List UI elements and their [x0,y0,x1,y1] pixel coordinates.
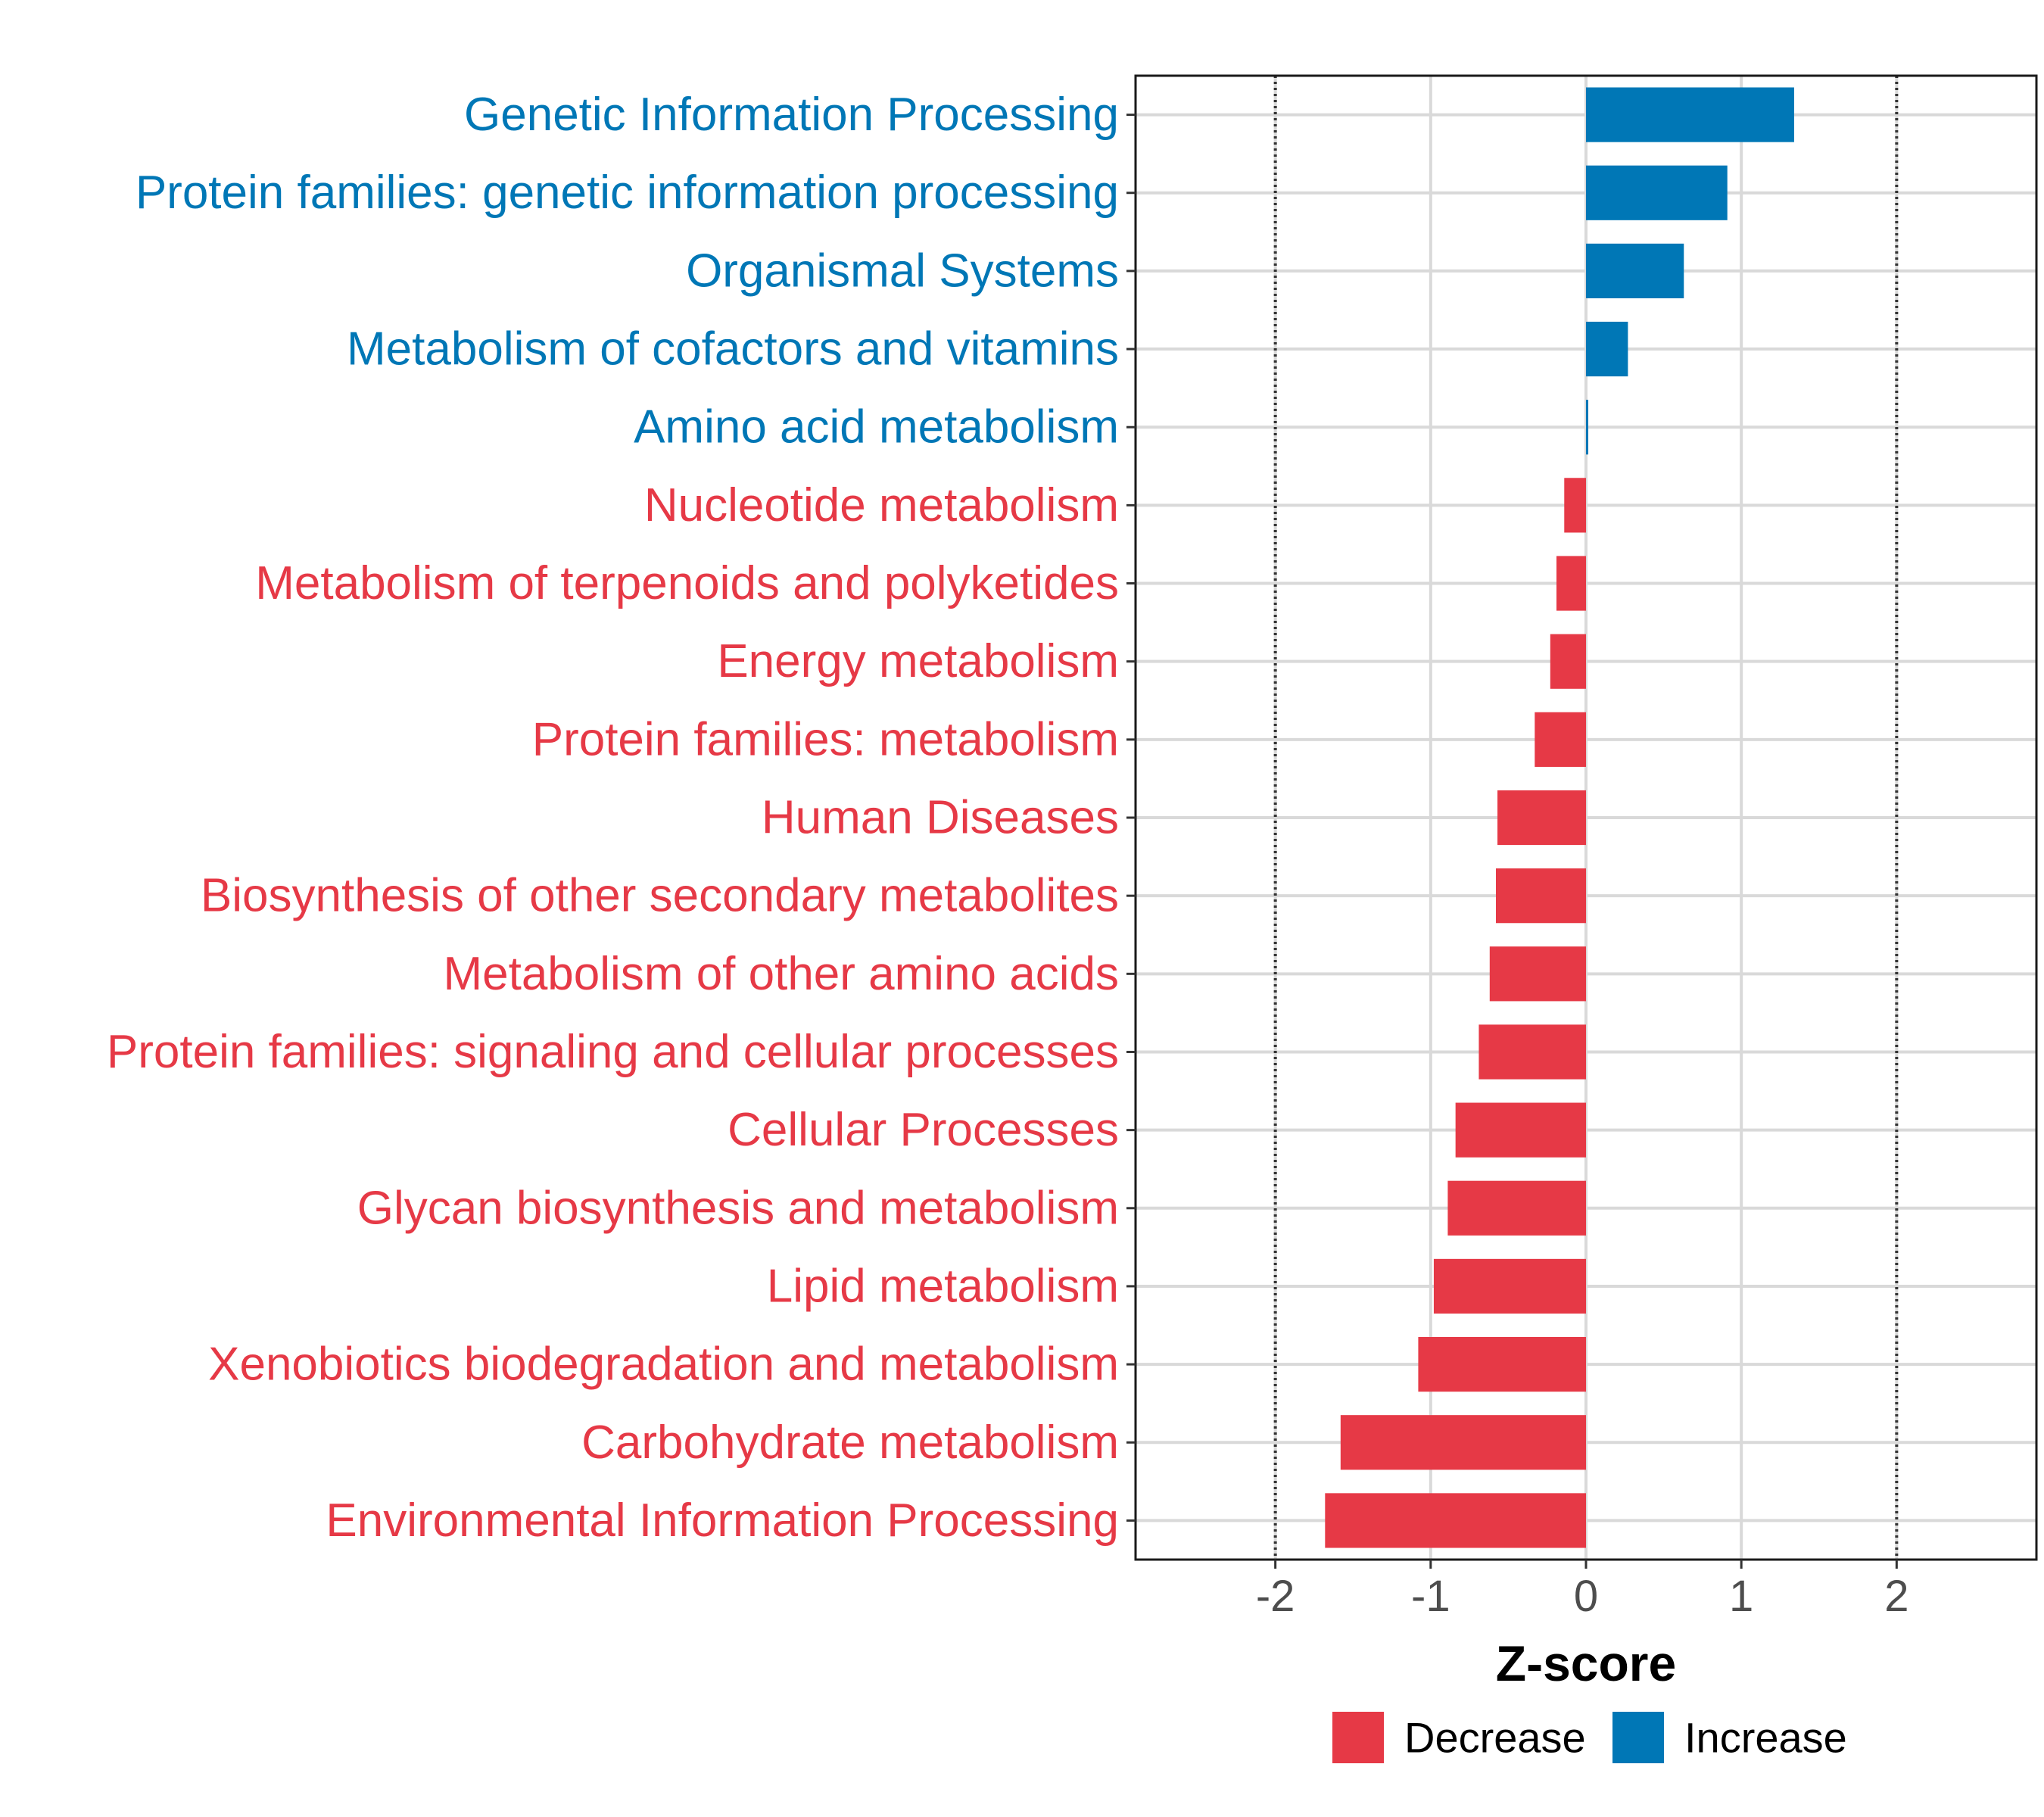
category-label-9: Human Diseases [762,792,1119,844]
bar-0 [1586,87,1794,142]
x-axis-title: Z-score [1496,1635,1676,1691]
bar-5 [1564,478,1586,533]
category-label-4: Amino acid metabolism [634,401,1119,453]
legend-label-decrease: Decrease [1404,1714,1586,1762]
x-tick-label-2: 0 [1574,1572,1598,1621]
legend-swatch-increase [1612,1712,1664,1763]
bar-13 [1455,1102,1586,1158]
bar-1 [1586,165,1728,220]
category-label-0: Genetic Information Processing [464,89,1119,141]
bar-12 [1478,1024,1586,1080]
category-label-10: Biosynthesis of other secondary metaboli… [201,870,1119,922]
category-label-5: Nucleotide metabolism [644,479,1119,531]
x-tick-label-4: 2 [1884,1572,1908,1621]
legend-swatch-decrease [1332,1712,1384,1763]
legend: Decrease Increase [1332,1712,1847,1763]
reference-lines [1273,76,1899,1560]
legend-label-increase: Increase [1684,1714,1847,1762]
category-labels: Genetic Information Processing Protein fa… [107,89,1119,1547]
bar-11 [1489,946,1586,1002]
category-label-16: Xenobiotics biodegradation and metabolis… [208,1339,1119,1391]
bar-7 [1550,634,1586,689]
bar-16 [1418,1337,1586,1392]
category-label-2: Organismal Systems [686,245,1119,297]
bar-18 [1325,1493,1586,1548]
bar-6 [1556,556,1586,611]
bar-8 [1535,712,1586,767]
bar-14 [1447,1180,1586,1236]
category-label-7: Energy metabolism [717,635,1119,687]
x-tick-label-3: 1 [1729,1572,1753,1621]
category-label-15: Lipid metabolism [767,1260,1119,1312]
y-axis-ticks [1126,114,1136,1522]
bar-4 [1586,400,1588,455]
x-tick-label-0: -2 [1256,1572,1295,1621]
bar-3 [1586,321,1628,377]
bar-10 [1496,868,1586,924]
category-label-1: Protein families: genetic information pr… [136,167,1119,219]
category-label-8: Protein families: metabolism [532,713,1119,765]
category-label-13: Cellular Processes [728,1104,1119,1156]
bar-15 [1433,1258,1586,1314]
bar-2 [1586,243,1684,298]
category-label-12: Protein families: signaling and cellular… [107,1026,1119,1078]
category-label-11: Metabolism of other amino acids [443,948,1119,1000]
category-label-17: Carbohydrate metabolism [581,1417,1119,1469]
category-label-14: Glycan biosynthesis and metabolism [357,1182,1119,1234]
category-label-6: Metabolism of terpenoids and polyketides [255,557,1119,609]
x-axis-ticks: -2 -1 0 1 2 [1256,1560,1908,1621]
category-label-18: Environmental Information Processing [326,1494,1119,1547]
category-label-3: Metabolism of cofactors and vitamins [347,323,1119,376]
bar-9 [1497,790,1586,846]
bar-17 [1340,1415,1586,1470]
x-tick-label-1: -1 [1411,1572,1450,1621]
bars [1325,87,1794,1548]
